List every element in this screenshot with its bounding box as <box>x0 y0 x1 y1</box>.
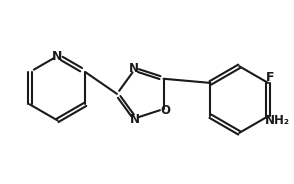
Text: N: N <box>130 113 140 126</box>
Text: F: F <box>266 72 275 84</box>
Text: N: N <box>129 62 139 75</box>
Text: N: N <box>52 49 63 63</box>
Text: O: O <box>161 104 171 117</box>
Text: NH₂: NH₂ <box>265 114 290 127</box>
